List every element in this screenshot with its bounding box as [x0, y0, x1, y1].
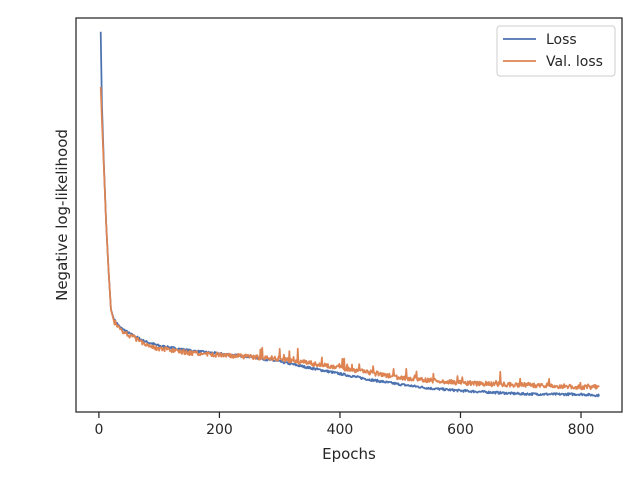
series-line-val-loss: [99, 86, 600, 391]
series-layer: [99, 31, 600, 398]
x-tick-label: 600: [447, 422, 474, 438]
legend: Loss Val. loss: [496, 25, 616, 77]
x-tick-label: 400: [327, 422, 354, 438]
x-tick-label: 0: [94, 422, 103, 438]
legend-label-loss: Loss: [546, 32, 577, 48]
x-tick-label: 800: [568, 422, 595, 438]
x-axis-ticks: 0 200 400 600 800: [94, 412, 594, 438]
y-axis-label: Negative log-likelihood: [53, 129, 71, 301]
series-line-loss: [99, 31, 600, 398]
x-tick-label: 200: [206, 422, 233, 438]
x-axis-label: Epochs: [322, 445, 376, 463]
legend-label-val-loss: Val. loss: [546, 54, 603, 70]
plot-area: [75, 17, 623, 413]
